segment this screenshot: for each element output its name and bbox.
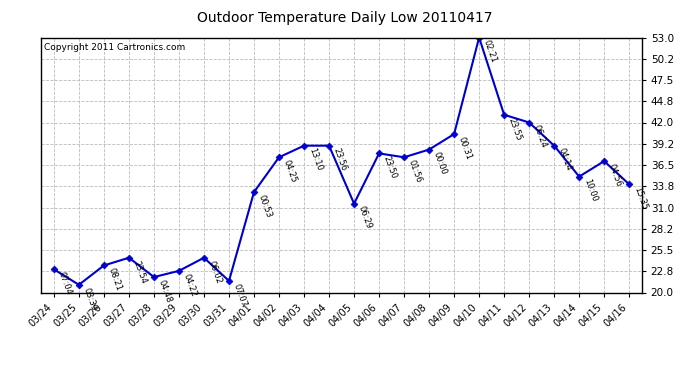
Text: 00:53: 00:53: [257, 194, 273, 219]
Text: 06:29: 06:29: [357, 205, 373, 231]
Text: 23:54: 23:54: [132, 259, 148, 285]
Text: 23:55: 23:55: [507, 116, 524, 142]
Text: 02:21: 02:21: [482, 39, 498, 64]
Text: Copyright 2011 Cartronics.com: Copyright 2011 Cartronics.com: [44, 43, 186, 52]
Text: 00:31: 00:31: [457, 135, 473, 161]
Text: 13:10: 13:10: [307, 147, 324, 172]
Text: 04:25: 04:25: [282, 159, 298, 184]
Text: 23:56: 23:56: [332, 147, 348, 173]
Text: 03:39: 03:39: [81, 286, 99, 312]
Text: 10:00: 10:00: [582, 178, 598, 203]
Text: 06:02: 06:02: [207, 259, 224, 285]
Text: 15:35: 15:35: [632, 186, 649, 211]
Text: 04:14: 04:14: [557, 147, 573, 172]
Text: 00:00: 00:00: [432, 151, 448, 176]
Text: 23:50: 23:50: [382, 155, 398, 180]
Text: 01:56: 01:56: [407, 159, 424, 184]
Text: 04:56: 04:56: [607, 162, 624, 188]
Text: 06:24: 06:24: [532, 124, 549, 149]
Text: 04:48: 04:48: [157, 278, 173, 304]
Text: 04:22: 04:22: [181, 272, 198, 298]
Text: Outdoor Temperature Daily Low 20110417: Outdoor Temperature Daily Low 20110417: [197, 11, 493, 25]
Text: 07:07: 07:07: [232, 282, 248, 308]
Text: 07:04: 07:04: [57, 271, 73, 296]
Text: 08:21: 08:21: [107, 267, 124, 292]
